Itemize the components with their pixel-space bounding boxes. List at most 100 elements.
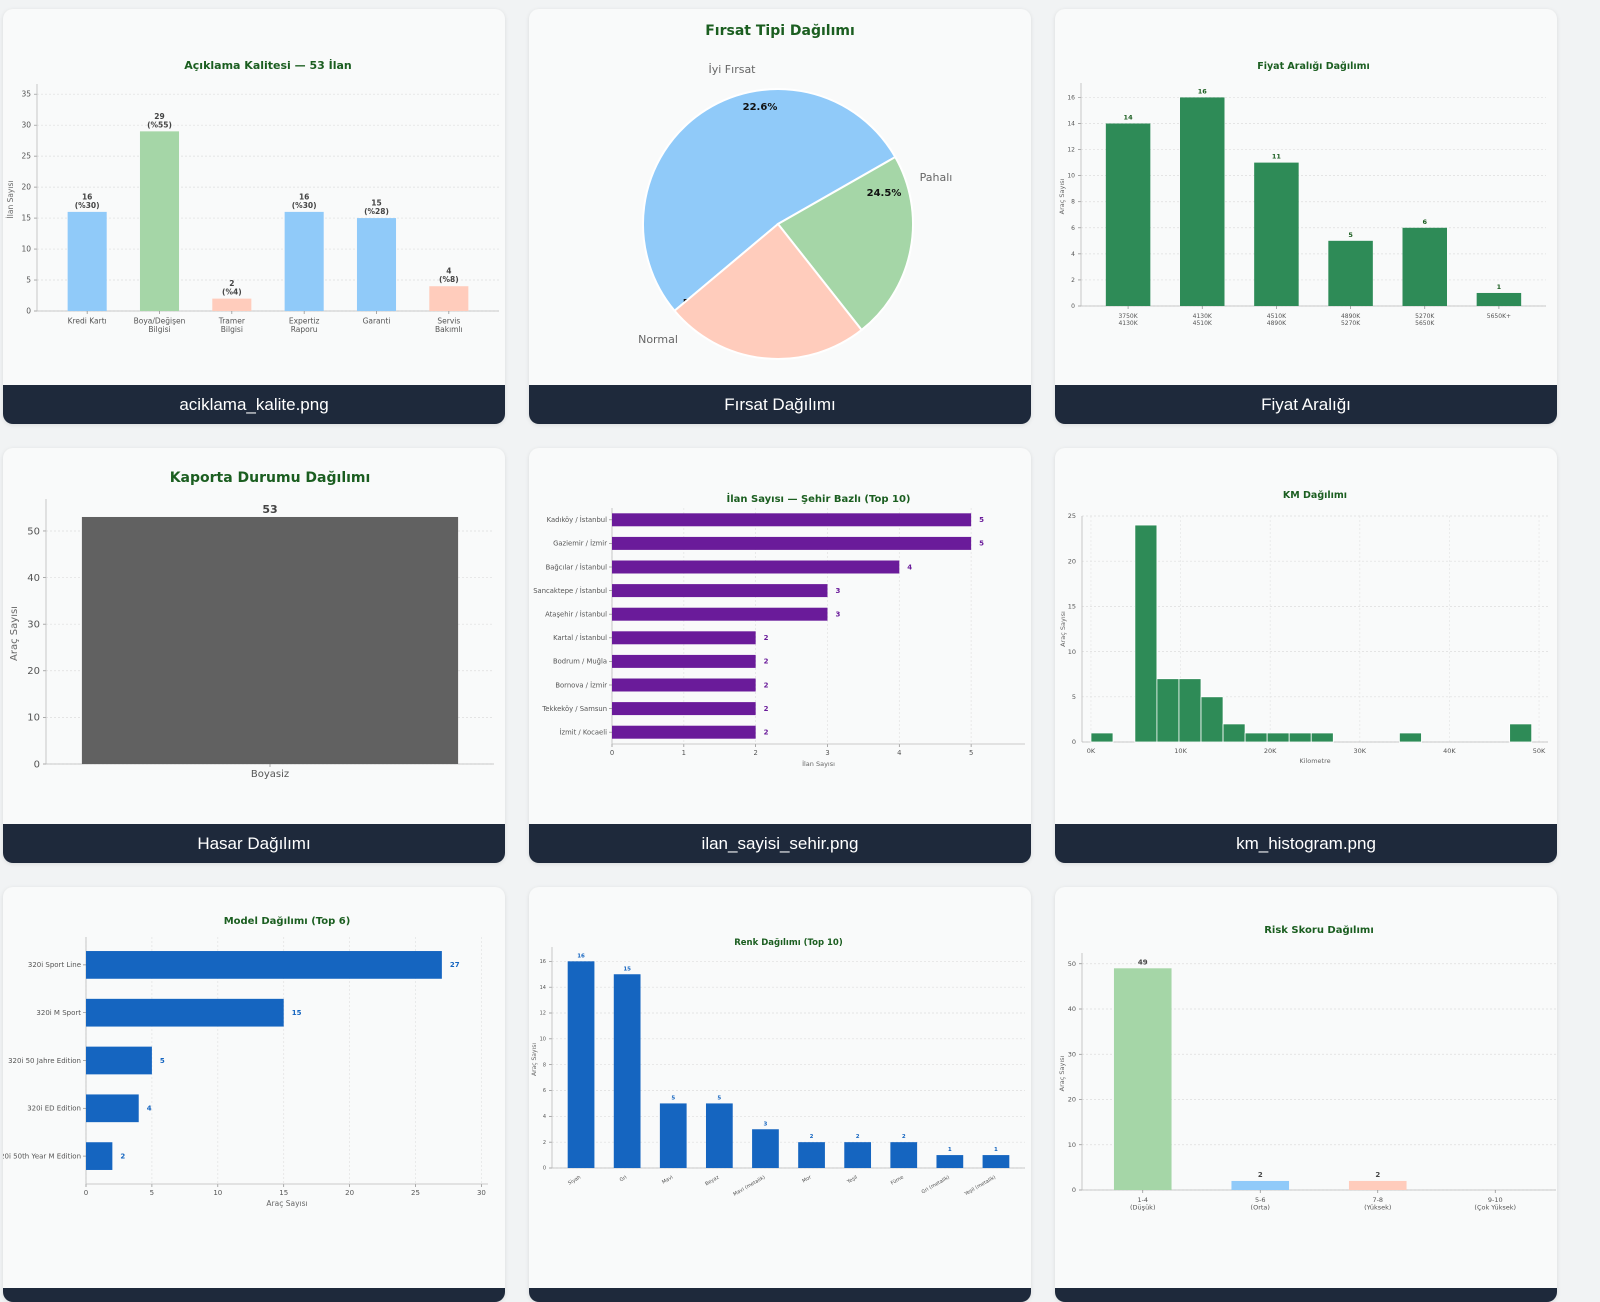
x-axis-label: İlan Sayısı (802, 759, 835, 768)
bar-value-label: 5 (671, 1095, 675, 1101)
y-tick-label: 10 (27, 713, 40, 724)
histogram-bar (1509, 723, 1533, 743)
chart-card-hasar-dagilimi[interactable]: Kaporta Durumu Dağılımı 0 10 20 30 40 50 Araç S… (3, 448, 505, 863)
y-tick-label: 320i 50 Jahre Edition (8, 1057, 81, 1065)
y-tick-label: 4 (1071, 251, 1075, 258)
card-caption (1055, 1288, 1557, 1302)
bar (81, 516, 459, 764)
histogram-bar (1288, 732, 1312, 743)
y-tick-label: 0 (543, 1166, 546, 1172)
x-tick-label: 7-8 (Yüksek) (1364, 1196, 1391, 1212)
y-tick-label: 50 (1068, 960, 1076, 968)
chart-card-renk-dagilimi[interactable]: Renk Dağılımı (Top 10) 0 2 4 6 8 10 12 14 16 Araç … (529, 887, 1031, 1302)
pie-slice-label: Pahalı (920, 171, 953, 184)
card-caption: Fırsat Dağılımı (529, 385, 1031, 424)
x-tick-label: 30K (1354, 747, 1367, 755)
x-tick-label: 2 (753, 749, 757, 757)
histogram-bar (1200, 696, 1224, 743)
bar (659, 1103, 687, 1168)
x-tick-label: Beyaz (704, 1174, 720, 1187)
bar-value-label: 2 (764, 705, 769, 713)
bar (284, 211, 324, 311)
bar-value-label: 1 (948, 1147, 952, 1153)
chart-title: Fiyat Aralığı Dağılımı (1257, 61, 1370, 72)
y-tick-label: 0 (1072, 1186, 1076, 1194)
card-caption: aciklama_kalite.png (3, 385, 505, 424)
y-tick-label: 2 (543, 1140, 546, 1146)
histogram-bar (1222, 723, 1246, 743)
y-tick-label: Kartal / İstanbul (553, 633, 607, 642)
x-tick-label: 4 (897, 749, 901, 757)
x-tick-label: Expertiz Raporu (289, 316, 320, 334)
aciklama-kalite-chart: Açıklama Kalitesi — 53 İlan 0 5 10 15 20 25 30 3… (6, 58, 499, 334)
y-tick-label: 14 (540, 985, 546, 991)
bar-value-label: 14 (1124, 114, 1134, 122)
chart-card-firsat-dagilimi[interactable]: Fırsat Tipi Dağılımı52.8%Normal22.6%İyi … (529, 9, 1031, 424)
x-tick-label: Garanti (363, 316, 391, 325)
y-axis-label: Araç Sayısı (9, 606, 20, 661)
y-tick-label: 5 (26, 276, 31, 285)
y-tick-label: 30 (21, 121, 31, 130)
x-tick-label: Gri (metalik) (921, 1175, 951, 1196)
chart-card-model-dagilimi[interactable]: Model Dağılımı (Top 6) 0 5 10 15 20 25 30 Araç S… (3, 887, 505, 1302)
bar (890, 1142, 918, 1168)
chart-title: Renk Dağılımı (Top 10) (734, 938, 843, 948)
bar-value-label: 2 (1258, 1171, 1263, 1179)
bar-value-label: 2 (856, 1134, 860, 1140)
histogram-bar (1134, 524, 1158, 743)
bar (613, 974, 641, 1168)
bar (86, 1094, 139, 1123)
bar (1105, 123, 1151, 306)
y-tick-label: 5 (1072, 693, 1076, 701)
firsat-pie-chart: Fırsat Tipi Dağılımı52.8%Normal22.6%İyi … (638, 23, 953, 360)
bar-value-label: 5 (979, 516, 984, 524)
bar (612, 513, 972, 527)
x-tick-label: 1-4 (Düşük) (1130, 1196, 1155, 1212)
chart-card-km-histogram[interactable]: KM Dağılımı 0 5 10 15 20 25 0K 10K 20K 30K 40K 50K Ki… (1055, 448, 1557, 863)
bar (1180, 97, 1225, 306)
histogram-bar (1310, 732, 1334, 743)
chart-card-ilan-sayisi-sehir[interactable]: İlan Sayısı — Şehir Bazlı (Top 10) 0 1 2 3 4 5… (529, 448, 1031, 863)
y-axis-label: Araç Sayısı (1059, 611, 1067, 647)
chart-card-aciklama-kalite[interactable]: Açıklama Kalitesi — 53 İlan 0 5 10 15 20 25 30 3… (3, 9, 505, 424)
x-tick-label: 15 (279, 1189, 288, 1197)
y-tick-label: 10 (540, 1037, 546, 1043)
y-tick-label: 20 (21, 183, 31, 192)
bar (752, 1129, 779, 1168)
y-tick-label: Sancaktepe / İstanbul (533, 586, 607, 595)
bar (612, 725, 756, 739)
x-tick-label: Gri (619, 1175, 628, 1184)
y-tick-label: 20 (1068, 557, 1076, 565)
bar-value-label: 11 (1272, 153, 1282, 161)
card-caption: ilan_sayisi_sehir.png (529, 824, 1031, 863)
y-tick-label: 320i 50th Year M Edition (3, 1152, 81, 1160)
bar-value-label: 49 (1138, 958, 1148, 966)
bar (86, 951, 442, 979)
y-tick-label: Bağcılar / İstanbul (546, 562, 608, 571)
bar (212, 298, 252, 311)
x-tick-label: 3 (825, 749, 829, 757)
bar (705, 1103, 733, 1168)
pie-percent-label: 24.5% (867, 188, 902, 199)
chart-card-risk-skoru[interactable]: Risk Skoru Dağılımı 0 10 20 30 40 50 Araç Sayıs… (1055, 887, 1557, 1302)
chart-card-fiyat-araligi[interactable]: Fiyat Aralığı Dağılımı 0 2 4 6 8 10 12 14 16 Araç … (1055, 9, 1557, 424)
bar-value-label: 5 (717, 1095, 721, 1101)
x-tick-label: 5650K+ (1487, 313, 1511, 320)
bar (612, 702, 756, 716)
bar (86, 998, 284, 1027)
bar (612, 536, 972, 550)
bar (844, 1142, 872, 1168)
x-tick-label: 30 (477, 1189, 486, 1197)
x-tick-label: 10K (1174, 747, 1187, 755)
bar (612, 560, 900, 574)
bar-value-label: 4 (%8) (439, 267, 459, 285)
kaporta-durumu-chart: Kaporta Durumu Dağılımı 0 10 20 30 40 50 Araç S… (9, 470, 494, 780)
x-tick-label: Kredi Kartı (68, 316, 107, 325)
x-tick-label: 1 (682, 749, 686, 757)
y-tick-label: Bornova / İzmir (555, 680, 607, 689)
risk-skoru-chart: Risk Skoru Dağılımı 0 10 20 30 40 50 Araç Sayıs… (1058, 924, 1556, 1212)
y-tick-label: Ataşehir / İstanbul (545, 609, 607, 618)
y-tick-label: 20 (27, 666, 40, 677)
x-tick-label: 5270K 5650K (1415, 313, 1435, 327)
